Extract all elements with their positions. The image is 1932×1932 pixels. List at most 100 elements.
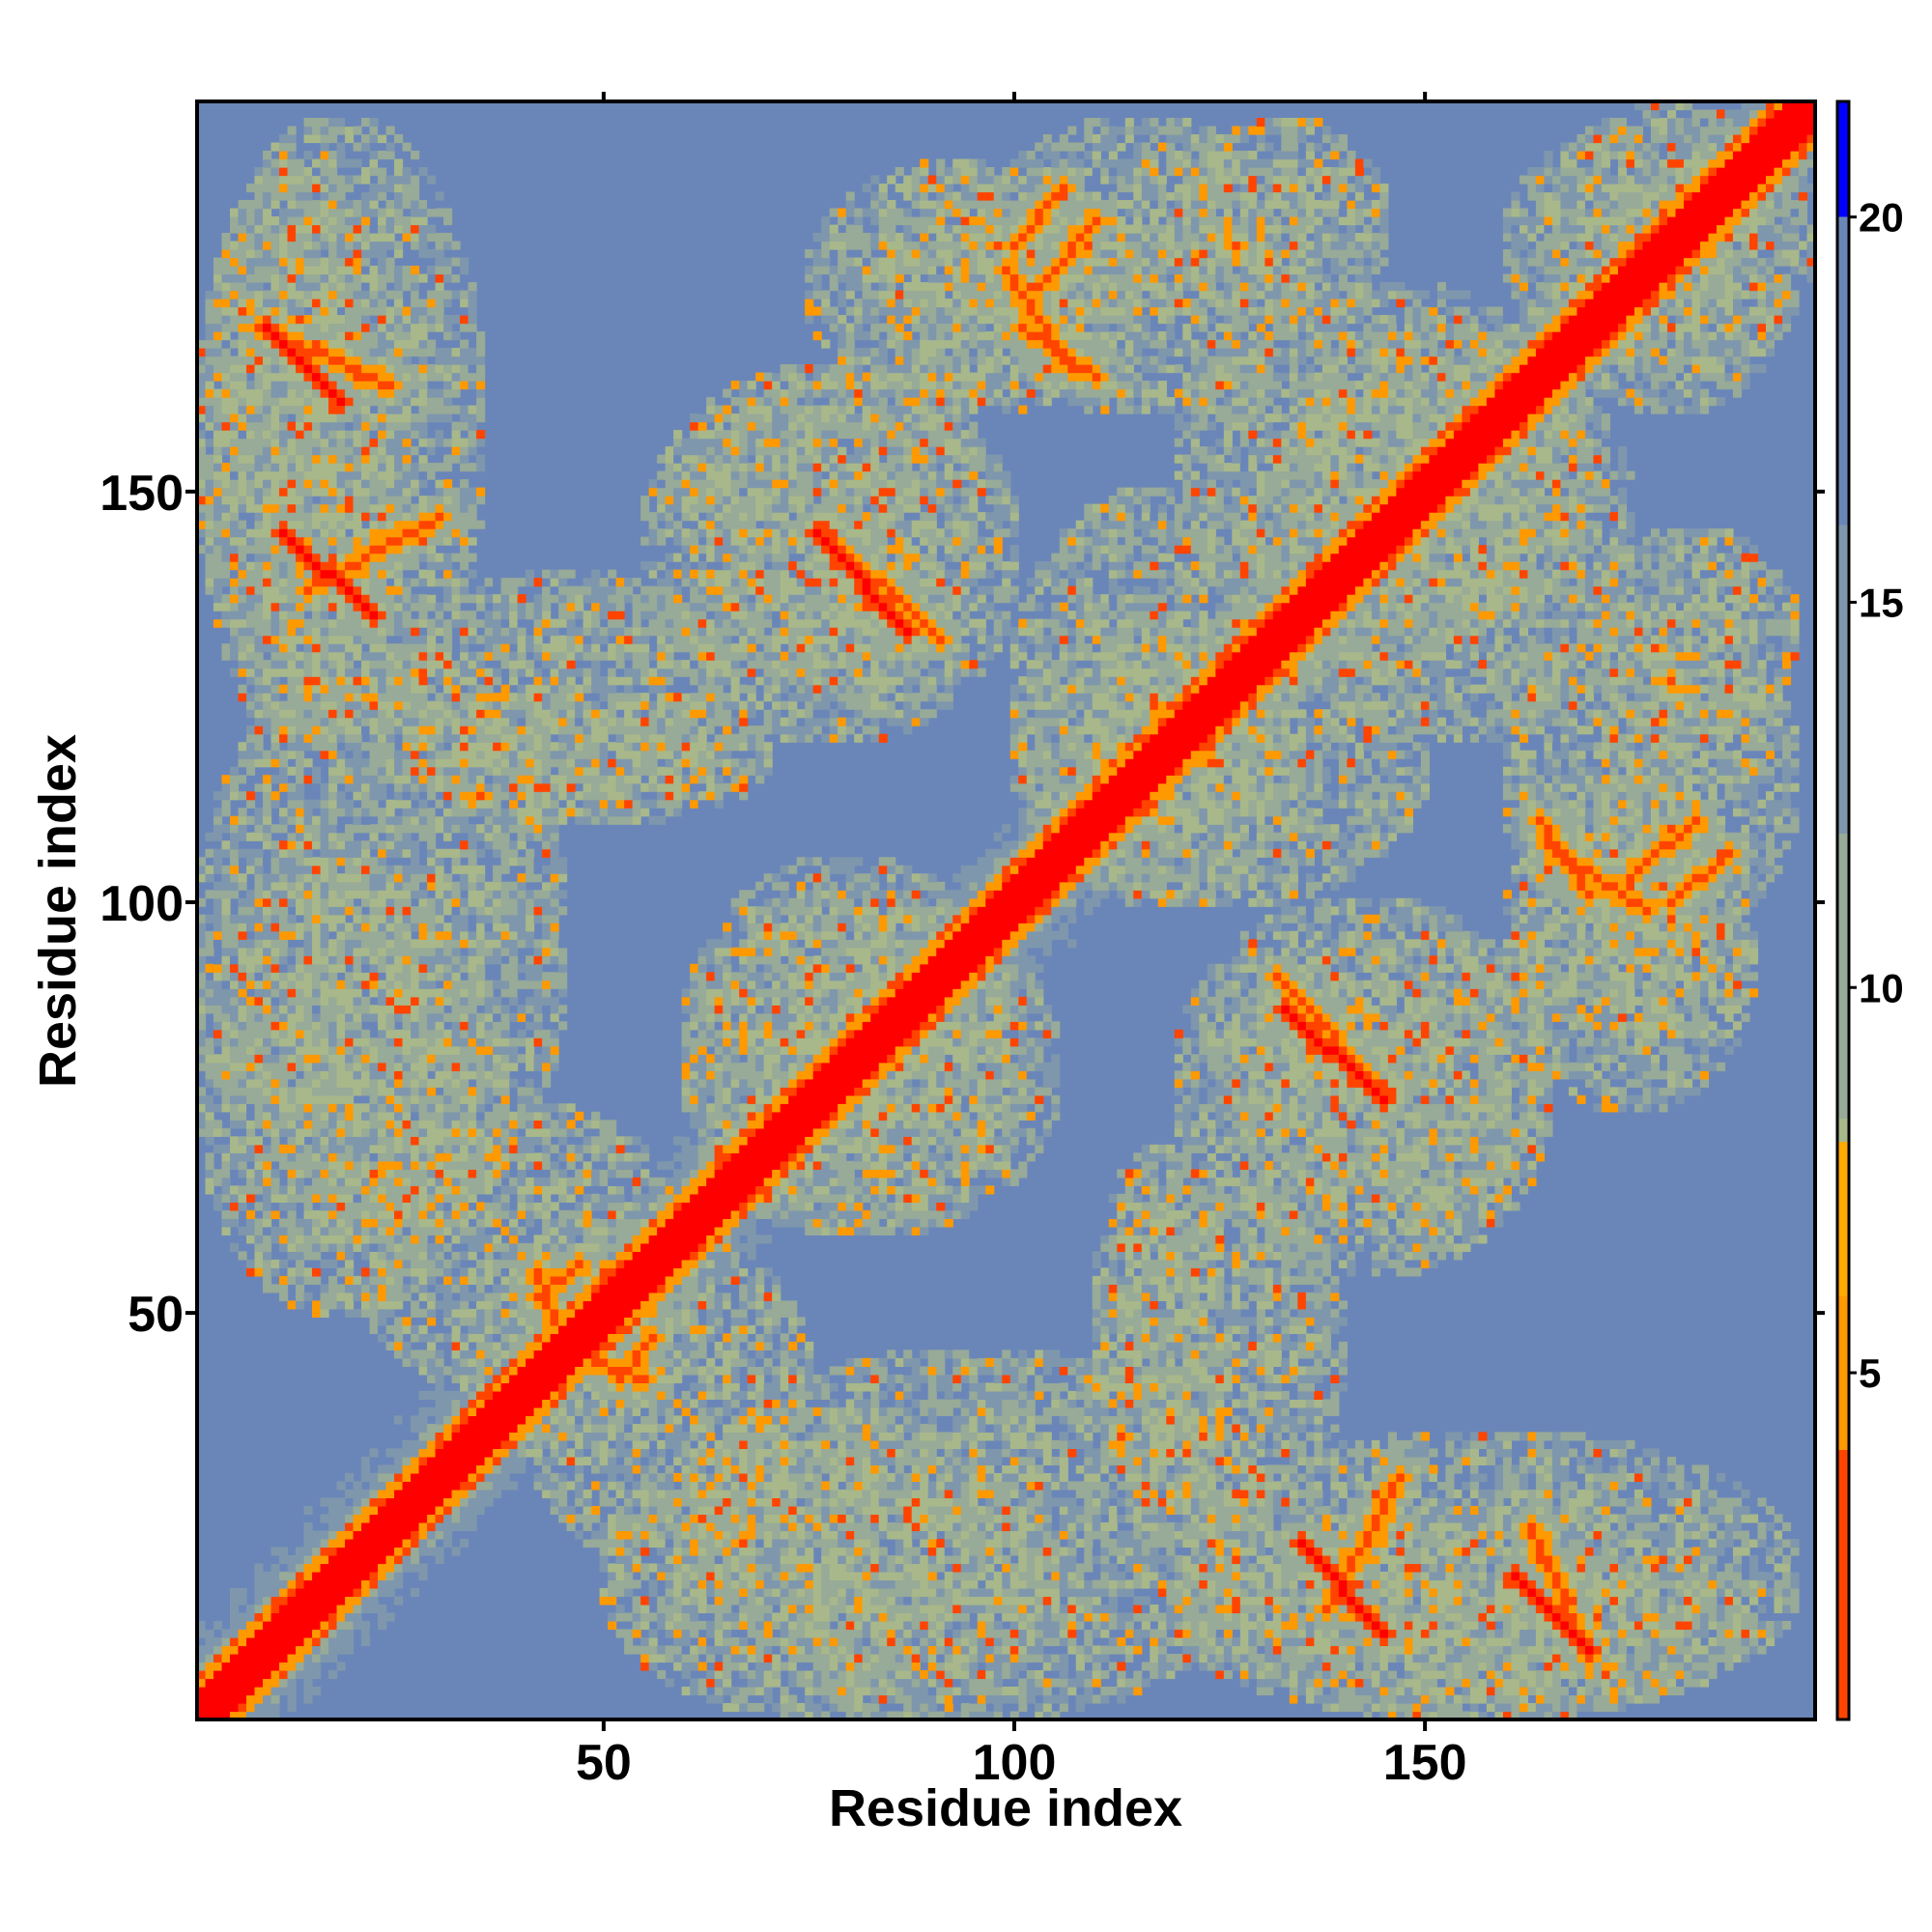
- heatmap-cell: [1264, 1572, 1273, 1580]
- heatmap-cell: [312, 1572, 321, 1580]
- heatmap-cell: [666, 1629, 674, 1637]
- heatmap-cell: [600, 1539, 609, 1548]
- heatmap-cell: [1290, 1464, 1298, 1473]
- heatmap-cell: [698, 1678, 707, 1687]
- heatmap-cell: [1076, 1522, 1085, 1531]
- heatmap-cell: [838, 1670, 846, 1679]
- heatmap-cell: [1544, 1490, 1552, 1498]
- heatmap-cell: [1273, 1596, 1282, 1605]
- heatmap-cell: [1208, 1530, 1216, 1539]
- heatmap-cell: [354, 1572, 362, 1580]
- heatmap-cell: [1379, 1572, 1388, 1580]
- heatmap-cell: [870, 1424, 879, 1433]
- heatmap-cell: [912, 1605, 921, 1613]
- heatmap-cell: [1322, 1637, 1331, 1646]
- heatmap-cell: [805, 1539, 813, 1548]
- heatmap-cell: [1536, 1440, 1545, 1449]
- heatmap-cell: [427, 1481, 436, 1490]
- heatmap-cell: [748, 1448, 756, 1457]
- heatmap-cell: [616, 1605, 625, 1613]
- heatmap-cell: [558, 1448, 567, 1457]
- heatmap-cell: [558, 1424, 567, 1433]
- heatmap-cell: [912, 1629, 921, 1637]
- heatmap-cell: [1700, 1547, 1709, 1555]
- heatmap-cell: [715, 1547, 724, 1555]
- heatmap-cell: [1642, 1629, 1651, 1637]
- heatmap-cell: [1027, 1645, 1036, 1654]
- heatmap-cell: [1487, 1621, 1495, 1630]
- heatmap-cell: [739, 1539, 748, 1548]
- heatmap-cell: [1437, 1694, 1446, 1703]
- heatmap-cell: [1257, 1621, 1265, 1630]
- heatmap-cell: [1297, 1539, 1306, 1548]
- heatmap-cell: [411, 1440, 419, 1449]
- heatmap-cell: [945, 1687, 953, 1695]
- heatmap-cell: [1290, 1588, 1298, 1597]
- heatmap-cell: [1741, 1645, 1749, 1654]
- heatmap-cell: [936, 1473, 945, 1482]
- heatmap-cell: [978, 1637, 986, 1646]
- heatmap-cell: [1330, 1547, 1339, 1555]
- heatmap-cell: [312, 1555, 321, 1564]
- heatmap-cell: [1248, 1547, 1257, 1555]
- heatmap-cell: [443, 1440, 452, 1449]
- heatmap-cell: [1700, 1629, 1709, 1637]
- heatmap-cell: [1445, 1539, 1454, 1548]
- heatmap-cell: [813, 1448, 822, 1457]
- heatmap-cell: [1100, 1506, 1109, 1515]
- heatmap-cell: [961, 1588, 970, 1597]
- heatmap-cell: [1060, 1522, 1068, 1531]
- heatmap-cell: [1675, 1555, 1684, 1564]
- heatmap-cell: [633, 1605, 641, 1613]
- heatmap-cell: [1667, 1654, 1676, 1662]
- heatmap-cell: [1667, 1687, 1676, 1695]
- heatmap-cell: [781, 1506, 789, 1515]
- heatmap-cell: [1520, 1703, 1528, 1712]
- heatmap-cell: [805, 1654, 813, 1662]
- heatmap-cell: [952, 1629, 961, 1637]
- heatmap-cell: [1224, 1637, 1233, 1646]
- heatmap-cell: [1339, 1703, 1348, 1712]
- heatmap-cell: [1724, 1605, 1733, 1613]
- heatmap-cell: [1290, 1432, 1298, 1440]
- heatmap-cell: [1084, 1596, 1093, 1605]
- heatmap-cell: [1010, 1612, 1019, 1621]
- heatmap-cell: [1511, 1629, 1520, 1637]
- heatmap-cell: [1585, 1514, 1594, 1522]
- heatmap-cell: [1520, 1555, 1528, 1564]
- heatmap-cell: [1527, 1530, 1536, 1539]
- heatmap-cell: [1191, 1555, 1200, 1564]
- heatmap-cell: [978, 1612, 986, 1621]
- heatmap-cell: [764, 1605, 773, 1613]
- heatmap-cell: [337, 1555, 346, 1564]
- heatmap-cell: [206, 1662, 214, 1670]
- heatmap-cell: [1182, 1497, 1191, 1506]
- heatmap-cell: [624, 1464, 633, 1473]
- heatmap-cell: [1577, 1687, 1585, 1695]
- heatmap-cell: [1379, 1497, 1388, 1506]
- heatmap-cell: [920, 1473, 928, 1482]
- heatmap-cell: [854, 1473, 863, 1482]
- heatmap-cell: [542, 1457, 551, 1465]
- heatmap-cell: [1043, 1440, 1052, 1449]
- heatmap-cell: [1560, 1645, 1569, 1654]
- heatmap-cell: [1158, 1522, 1167, 1531]
- heatmap-cell: [271, 1662, 280, 1670]
- heatmap-cell: [1257, 1547, 1265, 1555]
- heatmap-cell: [706, 1563, 715, 1572]
- heatmap-cell: [624, 1457, 633, 1465]
- heatmap-cell: [567, 1457, 576, 1465]
- heatmap-cell: [936, 1670, 945, 1679]
- heatmap-cell: [1150, 1605, 1158, 1613]
- heatmap-cell: [1281, 1596, 1290, 1605]
- heatmap-cell: [715, 1662, 724, 1670]
- heatmap-cell: [1117, 1481, 1125, 1490]
- heatmap-cell: [394, 1579, 403, 1588]
- heatmap-cell: [846, 1605, 855, 1613]
- heatmap-cell: [1208, 1547, 1216, 1555]
- heatmap-cell: [706, 1605, 715, 1613]
- heatmap-cell: [1248, 1654, 1257, 1662]
- heatmap-cell: [1478, 1572, 1487, 1580]
- heatmap-cell: [633, 1522, 641, 1531]
- heatmap-cell: [887, 1596, 895, 1605]
